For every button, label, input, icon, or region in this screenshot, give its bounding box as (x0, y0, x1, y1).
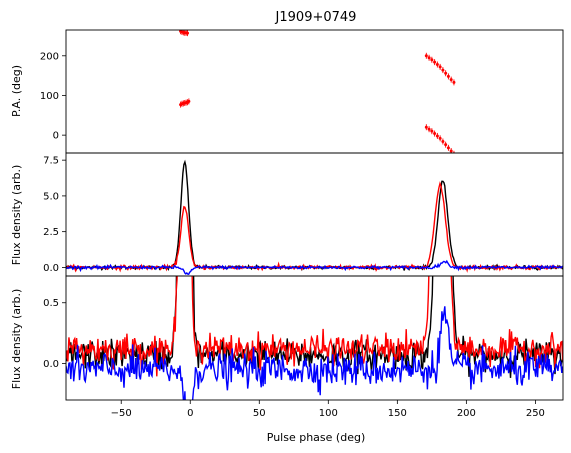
pa-point (438, 65, 442, 69)
x-tick-label: 200 (457, 408, 476, 419)
pa-point (444, 71, 448, 75)
x-tick-label: −50 (111, 408, 132, 419)
pa-point (189, 162, 192, 165)
pa-point (430, 129, 434, 133)
pa-point (435, 63, 439, 67)
y-tick-label: 100 (40, 91, 59, 102)
pa-point (441, 139, 445, 143)
x-axis: −50 0 50 100 150 200 250 (111, 400, 545, 419)
y-tick-label: 0.0 (43, 263, 59, 274)
pa-point (441, 68, 445, 72)
pa-point (424, 54, 428, 58)
total_intensity-line (66, 159, 563, 272)
pa-point (452, 80, 456, 84)
pa-point (427, 56, 431, 60)
y-tick-label: 5.0 (43, 191, 59, 202)
pa-point (433, 60, 437, 64)
total_intensity-line (66, 276, 563, 378)
pa-point (446, 146, 450, 150)
x-tick-label: 0 (187, 408, 193, 419)
x-tick-label: 250 (526, 408, 545, 419)
position-angle-panel: 0 100 200 (40, 29, 564, 165)
plot-area (66, 276, 563, 400)
pa-point (446, 74, 450, 78)
linear-line (66, 181, 563, 273)
y-tick-label: 0.0 (43, 359, 59, 370)
y-tick-label: 2.5 (43, 227, 59, 238)
circular-line (66, 306, 563, 400)
circular-line (66, 259, 563, 275)
pa-point (444, 143, 448, 147)
pa-point (190, 161, 193, 164)
x-tick-label: 50 (253, 408, 266, 419)
pa-point (427, 127, 431, 131)
flux-axis-label: Flux density (arb.) (10, 165, 23, 266)
x-tick-label: 150 (388, 408, 407, 419)
plot-area (66, 159, 563, 275)
pa-point (435, 134, 439, 138)
plot-area (179, 30, 456, 165)
flux-zoom-axis-label: Flux density (arb.) (10, 289, 23, 390)
x-axis-label: Pulse phase (deg) (267, 431, 365, 444)
panel-frame (65, 152, 564, 277)
pa-point (449, 149, 453, 153)
x-tick-label: 100 (319, 408, 338, 419)
pa-axis-label: P.A. (deg) (10, 65, 23, 117)
y-tick-label: 200 (40, 51, 59, 62)
pa-point (187, 99, 191, 103)
pa-point (433, 132, 437, 136)
y-tick-label: 7.5 (43, 156, 59, 167)
pa-point (424, 125, 428, 129)
pa-point (185, 31, 189, 35)
linear-line (66, 276, 563, 377)
panel-frame (65, 275, 564, 401)
y-tick-label: 0.5 (43, 298, 59, 309)
pa-point (438, 136, 442, 140)
y-tick-label: 0 (53, 131, 59, 142)
flux-density-panel: 0.0 2.5 5.0 7.5 (43, 152, 564, 277)
pa-point (449, 78, 453, 82)
flux-density-zoom-panel: 0.0 0.5 (43, 275, 564, 401)
pa-point (430, 58, 434, 62)
chart-title: J1909+0749 (275, 10, 357, 25)
panel-frame (65, 29, 564, 154)
